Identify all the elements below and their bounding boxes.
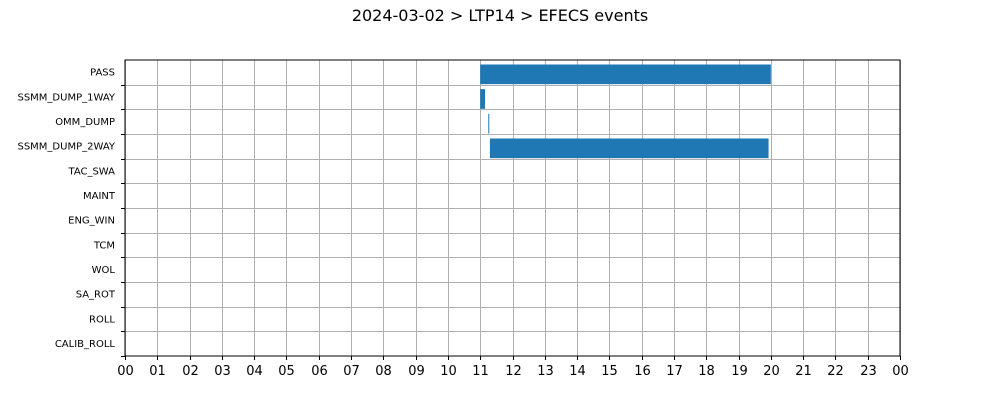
x-tick-label: 14 (569, 364, 586, 379)
x-tick-label: 23 (860, 364, 877, 379)
y-tick-label-pass: PASS (90, 68, 115, 79)
x-axis-tick-labels: 00 01 02 03 04 05 06 07 08 09 10 11 12 13 14 15 16 17 18 19… (117, 364, 909, 379)
x-tick-label: 05 (278, 364, 295, 379)
x-tick-label: 22 (827, 364, 844, 379)
y-tick-label-sa-rot: SA_ROT (76, 290, 116, 301)
x-tick-label: 00 (117, 364, 134, 379)
x-tick-label: 00 (892, 364, 909, 379)
x-tick-label: 19 (731, 364, 748, 379)
x-tick-label: 03 (214, 364, 231, 379)
grid (125, 60, 901, 356)
x-tick-label: 01 (149, 364, 166, 379)
x-tick-label: 11 (472, 364, 489, 379)
x-tick-label: 06 (311, 364, 328, 379)
x-tick-label: 17 (666, 364, 683, 379)
event-bar-ssmm-dump-2way (489, 138, 769, 159)
x-tick-label: 20 (763, 364, 780, 379)
x-tick-label: 09 (408, 364, 425, 379)
axis-ticks (121, 85, 901, 360)
y-tick-label-roll: ROLL (89, 314, 115, 325)
x-tick-label: 16 (634, 364, 651, 379)
x-tick-label: 18 (698, 364, 715, 379)
x-tick-label: 08 (375, 364, 392, 379)
x-tick-label: 21 (795, 364, 812, 379)
event-bars (480, 64, 771, 159)
y-tick-label-wol: WOL (92, 265, 116, 276)
y-tick-label-ssmm-dump-1way: SSMM_DUMP_1WAY (17, 92, 115, 103)
y-tick-label-maint: MAINT (83, 191, 116, 202)
x-tick-label: 02 (182, 364, 199, 379)
y-axis-tick-labels: PASS SSMM_DUMP_1WAY OMM_DUMP SSMM_DUMP_2WAY… (17, 68, 115, 350)
y-tick-label-omm-dump: OMM_DUMP (55, 117, 115, 128)
y-tick-label-tcm: TCM (93, 240, 115, 251)
y-tick-label-eng-win: ENG_WIN (68, 216, 115, 227)
event-bar-ssmm-dump-1way (480, 89, 486, 109)
x-tick-label: 12 (505, 364, 522, 379)
event-bar-omm-dump (488, 113, 490, 134)
x-tick-label: 13 (537, 364, 554, 379)
event-bar-pass (480, 64, 771, 85)
x-tick-label: 07 (343, 364, 360, 379)
y-tick-label-ssmm-dump-2way: SSMM_DUMP_2WAY (17, 142, 115, 153)
chart-title: 2024-03-02 > LTP14 > EFECS events (351, 6, 649, 25)
y-tick-label-calib-roll: CALIB_ROLL (55, 339, 116, 350)
x-tick-label: 15 (601, 364, 618, 379)
x-tick-label: 10 (440, 364, 457, 379)
y-tick-label-tac-swa: TAC_SWA (67, 166, 115, 177)
x-tick-label: 04 (246, 364, 263, 379)
